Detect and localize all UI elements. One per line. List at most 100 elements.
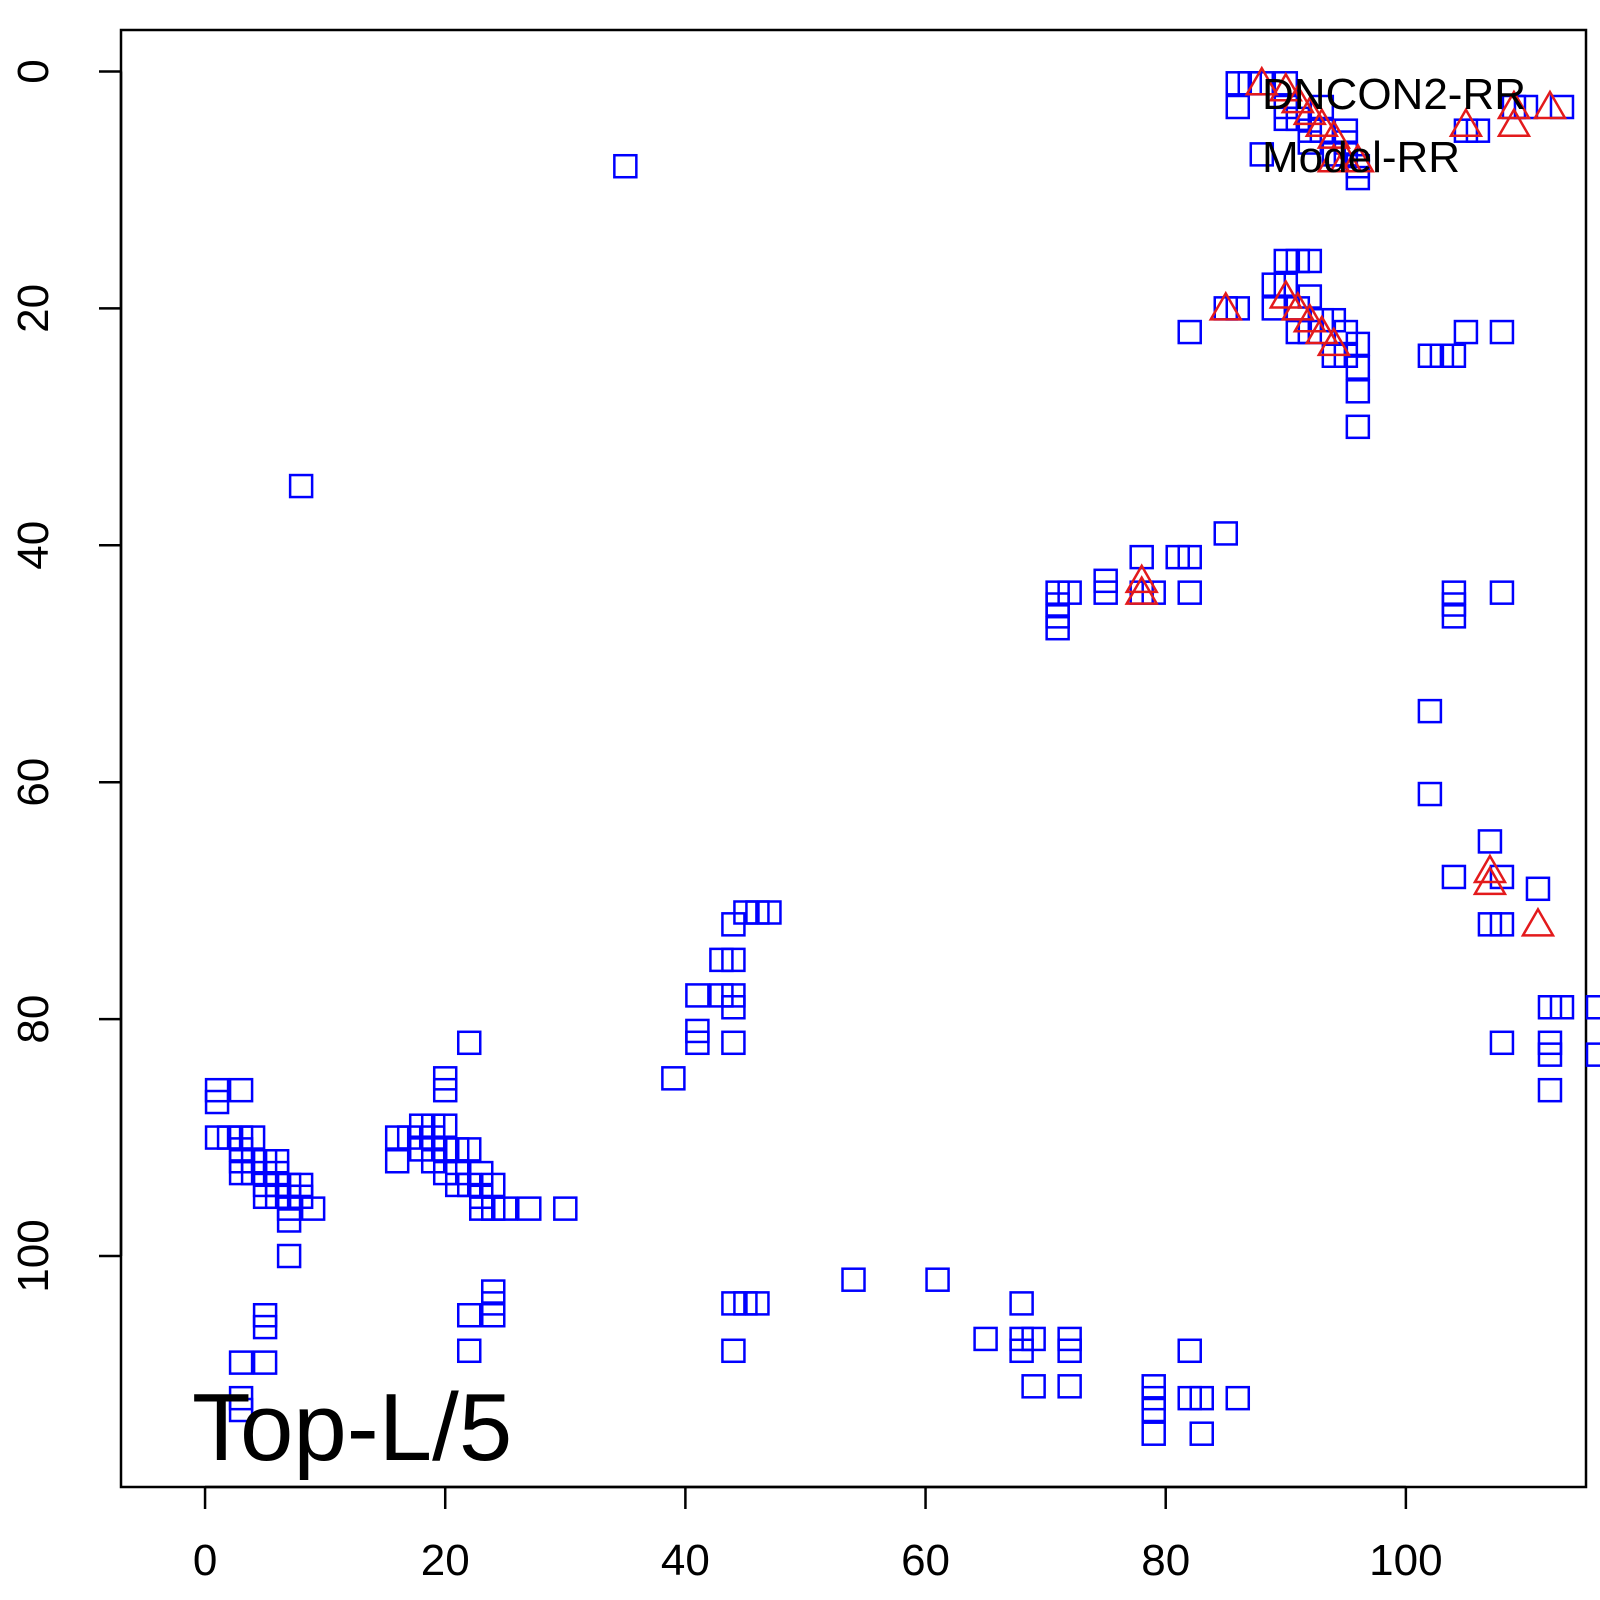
- x-tick-label: 60: [901, 1536, 950, 1585]
- x-tick-label: 100: [1369, 1536, 1442, 1585]
- dncon2-rr-point: [721, 1338, 746, 1364]
- dncon2-rr-point: [1345, 331, 1371, 357]
- model-rr-point: [1316, 326, 1351, 357]
- dncon2-rr-point: [456, 1338, 482, 1364]
- dncon2-rr-point: [1213, 521, 1239, 546]
- dncon2-rr-point: [1489, 912, 1515, 937]
- x-tick-label: 40: [661, 1536, 710, 1585]
- x-tick-label: 80: [1141, 1536, 1190, 1585]
- dncon2-rr-point: [721, 1030, 746, 1056]
- dncon2-rr-point: [1585, 1042, 1600, 1067]
- legend-label-model-rr: Model-RR: [1262, 133, 1460, 182]
- y-axis: 0 20 40 60 80 100: [9, 59, 123, 1293]
- model-rr-point: [1280, 290, 1315, 321]
- dncon2-rr-point: [1009, 1291, 1034, 1316]
- dncon2-rr-point: [1537, 1042, 1563, 1067]
- dncon2-rr-point: [228, 1350, 254, 1375]
- dncon2-rr-point: [384, 1148, 410, 1174]
- model-rr-point: [1244, 65, 1279, 96]
- dncon2-rr-point: [1441, 864, 1467, 890]
- dncon2-rr-point: [1489, 580, 1515, 605]
- dncon2-rr-point: [1021, 1326, 1046, 1352]
- model-rr-point: [1124, 563, 1159, 594]
- dncon2-rr-point: [973, 1326, 998, 1352]
- dncon2-rr-point: [481, 1172, 506, 1198]
- dncon2-rr-point: [1225, 1385, 1251, 1411]
- model-rr-points: [1124, 65, 1568, 937]
- dncon2-rr-point: [1441, 343, 1467, 369]
- dncon2-rr-point: [456, 1137, 482, 1162]
- dncon2-rr-point: [481, 1302, 506, 1328]
- dncon2-rr-point: [288, 473, 314, 499]
- y-tick-label: 20: [9, 284, 58, 333]
- dncon2-rr-point: [1189, 1421, 1214, 1446]
- x-axis: 0 20 40 60 80 100: [193, 1485, 1443, 1585]
- model-rr-point: [1304, 107, 1339, 138]
- dncon2-rr-point: [1177, 319, 1202, 345]
- y-tick-label: 80: [9, 995, 58, 1044]
- dncon2-rr-point: [613, 153, 638, 179]
- dncon2-rr-point: [1345, 355, 1371, 380]
- dncon2-rr-point: [1549, 995, 1575, 1020]
- dncon2-rr-point: [661, 1066, 686, 1091]
- model-rr-point: [1532, 89, 1568, 120]
- x-tick-label: 20: [421, 1536, 470, 1585]
- dncon2-rr-point: [757, 900, 782, 925]
- model-rr-point: [1496, 89, 1532, 120]
- dncon2-rr-point: [1177, 544, 1202, 570]
- dncon2-rr-point: [493, 1196, 518, 1221]
- dncon2-rr-point: [300, 1196, 326, 1221]
- dncon2-rr-point: [1489, 319, 1515, 345]
- dncon2-rr-point: [721, 995, 746, 1020]
- dncon2-rr-point: [841, 1267, 866, 1292]
- dncon2-rr-point: [204, 1089, 230, 1115]
- dncon2-rr-point: [1273, 272, 1299, 297]
- dncon2-rr-point: [1045, 615, 1070, 641]
- dncon2-rr-point: [685, 1030, 710, 1056]
- dncon2-rr-point: [276, 1243, 302, 1269]
- dncon2-rr-point: [1177, 1338, 1202, 1364]
- dncon2-rr-point: [1489, 1030, 1515, 1056]
- model-rr-point: [1304, 314, 1339, 345]
- model-rr-point: [1340, 142, 1376, 173]
- model-rr-point: [1208, 290, 1243, 321]
- y-tick-label: 100: [9, 1219, 58, 1292]
- dncon2-rr-point: [1141, 1421, 1166, 1446]
- dncon2-rr-point: [1249, 142, 1275, 167]
- dncon2-rr-point: [1525, 876, 1551, 902]
- dncon2-rr-point: [1477, 829, 1503, 854]
- dncon2-rr-point: [1417, 698, 1443, 724]
- model-rr-point: [1520, 906, 1556, 937]
- dncon2-rr-point: [1417, 781, 1443, 807]
- model-rr-point: [1280, 83, 1315, 114]
- dncon2-rr-point: [1057, 1374, 1082, 1399]
- legend: DNCON2-RR Model-RR: [1262, 70, 1526, 182]
- dncon2-rr-point: [1345, 414, 1371, 440]
- dncon2-rr-point: [432, 1077, 458, 1103]
- dncon2-rr-point: [456, 1302, 482, 1328]
- dncon2-rr-point: [1057, 580, 1082, 605]
- dncon2-rr-point: [276, 1208, 302, 1233]
- dncon2-rr-point: [1189, 1385, 1214, 1411]
- dncon2-rr-point: [252, 1350, 278, 1375]
- dncon2-rr-point: [1141, 1397, 1166, 1423]
- dncon2-rr-point: [517, 1196, 542, 1221]
- dncon2-rr-point: [745, 1291, 770, 1316]
- dncon2-rr-point: [228, 1077, 254, 1103]
- model-rr-point: [1268, 71, 1303, 102]
- dncon2-rr-point: [721, 947, 746, 973]
- dncon2-rr-point: [1345, 379, 1371, 404]
- dncon2-rr-point: [1537, 1077, 1563, 1103]
- dncon2-rr-point: [1177, 580, 1202, 605]
- dncon2-rr-point: [1297, 248, 1323, 274]
- dncon2-rr-point: [1093, 580, 1118, 605]
- dncon2-rr-point: [1453, 319, 1479, 345]
- dncon2-rr-point: [721, 912, 746, 937]
- model-rr-point: [1292, 95, 1327, 126]
- dncon2-rr-point: [1441, 604, 1467, 629]
- y-tick-label: 60: [9, 758, 58, 807]
- y-tick-label: 40: [9, 521, 58, 570]
- top-l5-label: Top-L/5: [192, 1374, 512, 1481]
- dncon2-rr-point: [1465, 118, 1491, 143]
